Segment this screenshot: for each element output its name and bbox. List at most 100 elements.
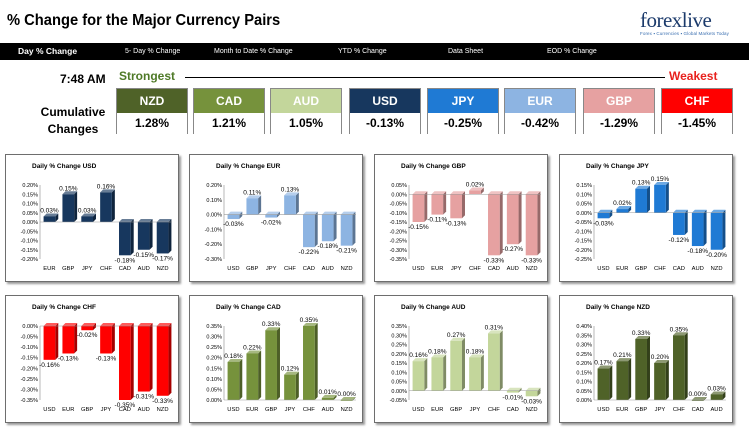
category-label: CAD <box>488 266 500 272</box>
y-tick-label: 0.00% <box>391 389 407 395</box>
bar-chart: Daily % Change AUD0.35%0.30%0.25%0.20%0.… <box>390 304 543 413</box>
page-title: % Change for the Major Currency Pairs <box>7 12 281 29</box>
y-tick-label: 0.15% <box>22 192 38 198</box>
bar-chart: Daily % Change EUR0.20%0.10%0.00%-0.10%-… <box>205 163 358 272</box>
chart-panel-nzd: Daily % Change NZD 0.40% 0.35% 0.30% 0.25% 0.… <box>559 295 733 423</box>
bar-jpy <box>450 191 465 219</box>
chart-panel-chf: Daily % Change CHF 0.00% -0.05% -0.10% -0.15… <box>5 295 179 423</box>
data-label: 0.00% <box>337 391 356 398</box>
data-label: 0.13% <box>632 180 651 187</box>
bar-chf <box>100 189 115 222</box>
category-label: USD <box>597 407 609 413</box>
data-label: 0.35% <box>300 317 319 324</box>
tab-eod-change[interactable]: EOD % Change <box>547 48 597 55</box>
data-label: 0.33% <box>262 321 281 328</box>
bar-usd <box>597 209 613 219</box>
category-label: JPY <box>451 266 462 272</box>
data-label: -0.16% <box>39 362 60 369</box>
data-label: 0.00% <box>688 391 707 398</box>
tab-day-change[interactable]: Day % Change <box>18 46 78 56</box>
tab-data-sheet[interactable]: Data Sheet <box>448 48 484 55</box>
category-label: AUD <box>322 407 334 413</box>
category-label: JPY <box>266 266 277 272</box>
data-label: -0.21% <box>336 248 357 255</box>
tab-ytd-change[interactable]: YTD % Change <box>338 48 387 55</box>
category-label: USD <box>597 266 609 272</box>
bar-aud <box>137 219 153 250</box>
category-label: CHF <box>469 266 481 272</box>
category-label: JPY <box>82 266 93 272</box>
currency-value: -0.25% <box>428 113 498 134</box>
y-tick-label: 0.10% <box>206 198 222 204</box>
forexlive-logo[interactable]: forexlive Forex ▪ Currencies ▪ Global Ma… <box>640 8 740 40</box>
data-label: 0.18% <box>224 353 243 360</box>
bar-eur <box>43 213 59 222</box>
bar-jpy <box>100 323 115 354</box>
category-label: CAD <box>692 407 704 413</box>
category-label: AUD <box>138 266 150 272</box>
category-label: NZD <box>341 266 353 272</box>
data-label: -0.13% <box>58 355 79 362</box>
category-label: GBP <box>635 266 647 272</box>
y-tick-label: 0.15% <box>576 370 592 376</box>
chart-title: Daily % Change USD <box>32 163 97 170</box>
category-label: CHF <box>303 407 315 413</box>
y-tick-label: -0.15% <box>390 220 408 226</box>
currency-box-jpy: JPY -0.25% <box>427 88 499 134</box>
y-tick-label: 0.00% <box>206 213 222 219</box>
y-tick-label: 0.40% <box>576 324 592 330</box>
bar-cad <box>488 191 503 256</box>
y-tick-label: 0.15% <box>206 366 222 372</box>
data-label: -0.18% <box>687 248 708 255</box>
bar-gbp <box>450 337 465 391</box>
data-label: 0.20% <box>651 354 670 361</box>
y-tick-label: -0.25% <box>575 257 593 263</box>
y-tick-label: -0.35% <box>21 398 39 404</box>
y-tick-label: -0.15% <box>21 356 39 362</box>
y-tick-label: 0.30% <box>206 335 222 341</box>
data-label: -0.33% <box>484 257 505 264</box>
data-label: -0.03% <box>223 221 244 228</box>
bar-aud <box>137 323 153 392</box>
chart-title: Daily % Change GBP <box>401 163 466 170</box>
bar-chart: Daily % Change JPY0.15%0.10%0.05%0.00%-0… <box>575 163 728 272</box>
tab-5-day-change[interactable]: 5- Day % Change <box>125 48 181 55</box>
data-label: -0.03% <box>593 220 614 227</box>
chart-title: Daily % Change AUD <box>401 304 466 311</box>
currency-name: JPY <box>428 89 498 113</box>
data-label: -0.22% <box>299 249 320 256</box>
bar-eur <box>62 323 78 354</box>
bar-aud <box>710 391 726 400</box>
bar-gbp <box>635 185 650 213</box>
data-label: -0.15% <box>133 252 154 259</box>
y-tick-label: -0.25% <box>21 377 39 383</box>
category-label: EUR <box>431 407 443 413</box>
bar-aud <box>506 191 522 245</box>
bar-jpy <box>284 371 299 400</box>
data-label: 0.31% <box>485 324 504 331</box>
category-label: NZD <box>157 266 169 272</box>
y-tick-label: -0.20% <box>390 229 408 235</box>
tab-bar: Day % Change 5- Day % Change Month to Da… <box>0 43 749 60</box>
bar-chart: Daily % Change CAD0.35%0.30%0.25%0.20%0.… <box>206 304 356 413</box>
data-label: -0.12% <box>669 237 690 244</box>
data-label: -0.02% <box>77 332 98 339</box>
bar-jpy <box>469 354 484 391</box>
category-label: CHF <box>488 407 500 413</box>
bar-nzd <box>340 211 356 246</box>
tab-month-to-date-change[interactable]: Month to Date % Change <box>214 48 293 55</box>
data-label: -0.31% <box>133 394 154 401</box>
chart-title: Daily % Change CAD <box>216 304 281 311</box>
y-tick-label: 0.25% <box>391 343 407 349</box>
cumulative-changes-label: Cumulative Changes <box>40 105 106 136</box>
data-label: -0.18% <box>317 243 338 250</box>
category-label: CHF <box>100 266 112 272</box>
currency-value: 1.05% <box>271 113 341 134</box>
bar-chf <box>469 187 484 195</box>
y-tick-label: 0.10% <box>576 192 592 198</box>
category-label: NZD <box>526 407 538 413</box>
data-label: -0.02% <box>261 220 282 227</box>
y-tick-label: 0.35% <box>206 324 222 330</box>
bar-eur <box>431 354 447 391</box>
data-label: 0.03% <box>78 207 97 214</box>
